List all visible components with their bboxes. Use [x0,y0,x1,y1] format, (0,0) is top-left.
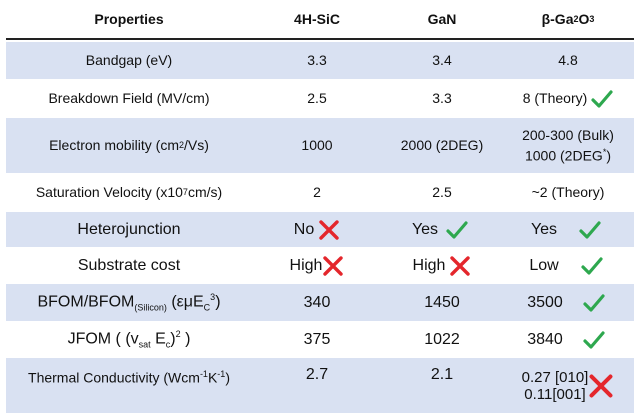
value-sic: 340 [303,294,331,311]
value-gao: 8 (Theory) [502,80,634,117]
table-row-heterojunction: Heterojunction No Yes Yes [6,212,634,248]
cross-icon [319,219,339,240]
value-gan: 3.4 [432,52,452,68]
value-gao: 0.27 [010] 0.11[001] [502,358,634,413]
value-gan: 2000 (2DEG) [400,137,484,153]
value-gao: Low [502,248,634,283]
table-header-row: Properties 4H-SiC GaN β-Ga 2 O 3 [6,0,634,40]
label-breakdown: Breakdown Field (MV/cm) [48,90,210,106]
header-properties: Properties [94,10,164,27]
value-sic: 375 [303,331,331,348]
cross-icon [323,255,344,276]
table-row-bandgap: Bandgap (eV) 3.3 3.4 4.8 [6,42,634,80]
header-gan: GaN [427,10,457,27]
value-sic: 2.5 [307,90,327,106]
value-sic: 1000 [301,137,333,153]
check-icon [591,89,613,108]
table-row-jfom: JFOM ( (vsat Ec)2 ) 375 1022 3840 [6,322,634,358]
table-row-saturation: Saturation Velocity (x10 7 cm/s) 2 2.5 ~2… [6,174,634,212]
label-saturation: Saturation Velocity (x10 7 cm/s) [35,184,223,200]
check-icon [581,256,603,275]
label-mobility: Electron mobility (cm 2/Vs) [49,137,209,153]
value-gao: Yes [502,212,634,247]
value-gao: ~2 (Theory) [531,184,605,200]
table-row-substrate: Substrate cost High High Low [6,248,634,284]
check-icon [583,330,605,349]
value-gan: 1450 [424,294,460,311]
header-ga2o3: β-Ga 2 O 3 [541,10,595,27]
value-gao: 3500 [502,284,634,321]
value-gan: 3.3 [432,90,452,106]
value-sic: 3.3 [307,52,327,68]
value-gan: High [382,248,502,283]
value-gao: 3840 [502,322,634,357]
table-row-bfom: BFOM/BFOM(Silicon) (εμEC3) 340 1450 3500 [6,284,634,322]
check-icon [583,293,605,312]
value-sic: 2 [313,184,321,200]
value-sic: 2.7 [305,366,329,383]
cross-icon [589,374,613,397]
value-gao: 4.8 [558,52,578,68]
label-bandgap: Bandgap (eV) [85,52,173,68]
table-row-mobility: Electron mobility (cm 2/Vs) 1000 2000 (2D… [6,118,634,174]
label-substrate: Substrate cost [77,257,181,274]
table-row-thermal: Thermal Conductivity (Wcm-1K-1) 2.7 2.1 … [6,358,634,414]
value-gan: 2.5 [432,184,452,200]
label-thermal: Thermal Conductivity (Wcm-1K-1) [28,369,230,386]
header-4h-sic: 4H-SiC [294,10,340,27]
cross-icon [450,255,471,276]
value-gao: 200-300 (Bulk) 1000 (2DEG*) [522,126,614,164]
table-row-breakdown: Breakdown Field (MV/cm) 2.5 3.3 8 (Theor… [6,80,634,118]
label-heterojunction: Heterojunction [77,221,181,238]
check-icon [579,220,601,239]
value-gan: 2.1 [430,366,454,383]
check-icon [446,220,468,239]
label-jfom: JFOM ( (vsat Ec)2 ) [67,328,191,350]
value-sic: No [252,212,382,247]
value-gan: 1022 [424,331,460,348]
value-gan: Yes [382,212,502,247]
label-bfom: BFOM/BFOM(Silicon) (εμEC3) [37,291,221,313]
value-sic: High [252,248,382,283]
